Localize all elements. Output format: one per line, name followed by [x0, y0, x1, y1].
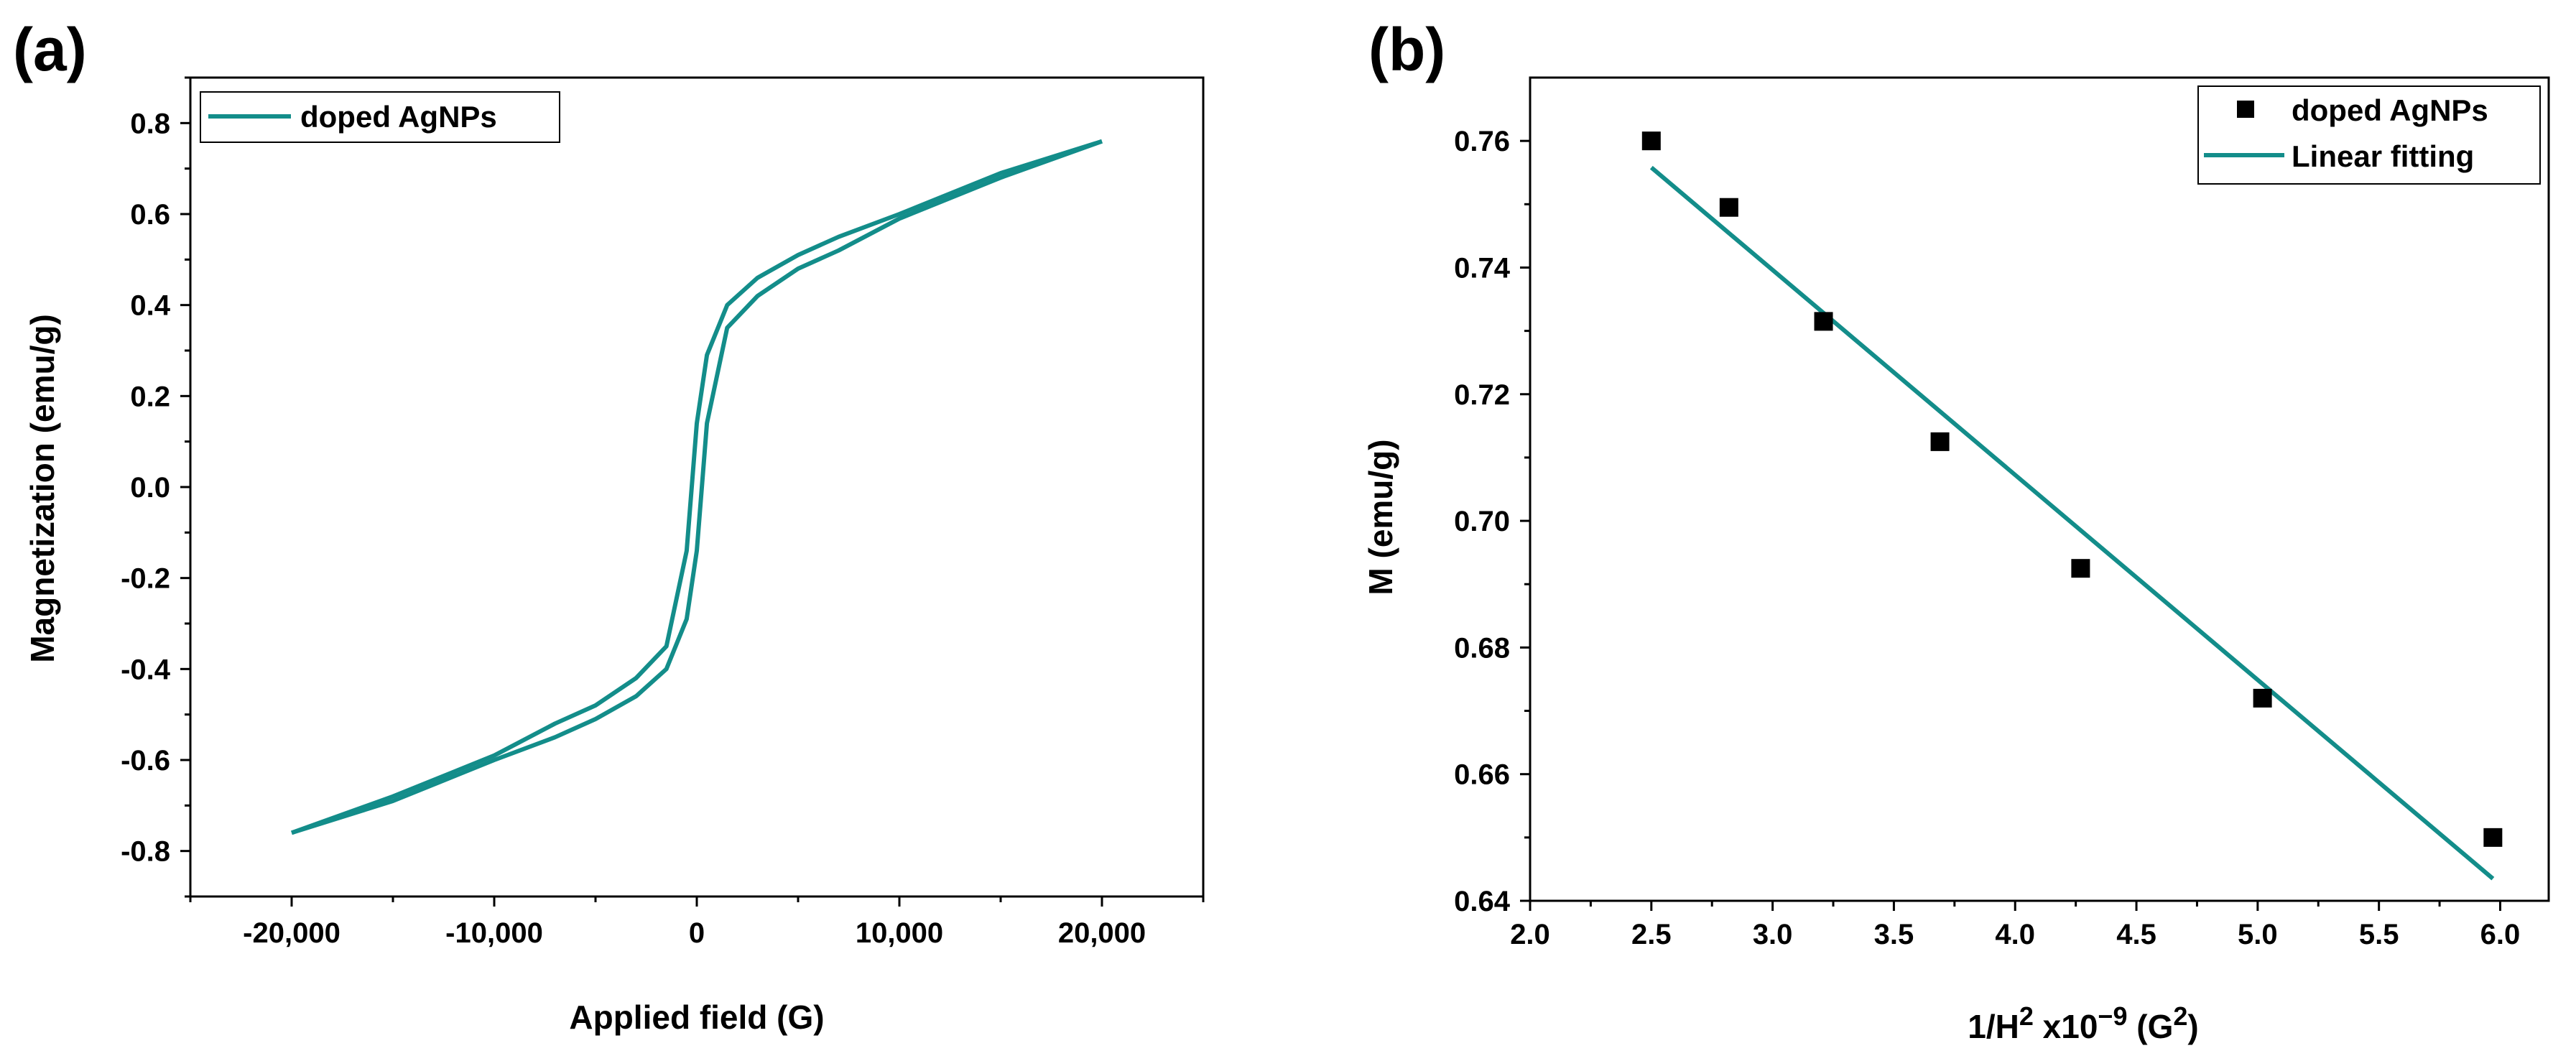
- panel-b-y-tick-label: 0.76: [1454, 126, 1510, 157]
- panel-b-x-title-part: 1/H: [1968, 1008, 2019, 1045]
- panel-a-x-tick-label: 10,000: [856, 917, 943, 949]
- panel-b-axis-ticks: 2.0 2.5 3.0 3.5 4.0 4.5 5.0 5.5 6.0 0.64 0.66 0.68 0…: [1454, 126, 2520, 950]
- panel-b-x-tick-label: 4.0: [1995, 919, 2035, 950]
- panel-b-y-tick-label: 0.74: [1454, 252, 1511, 284]
- panel-b-plot-area: [1641, 131, 2503, 881]
- panel-a-y-tick-label: 0.2: [130, 381, 170, 412]
- panel-b-data-point: [2253, 688, 2272, 708]
- panel-a-x-axis-title: Applied field (G): [569, 999, 824, 1036]
- panel-a-y-tick-label: 0.8: [130, 108, 170, 139]
- panel-b-x-title-part: x10: [2034, 1008, 2098, 1045]
- panel-b-x-tick-label: 5.0: [2238, 919, 2278, 950]
- panel-b-y-tick-label: 0.68: [1454, 632, 1510, 664]
- panel-b-data-point: [2483, 828, 2503, 847]
- panel-b-legend-marker-swatch: [2237, 101, 2254, 118]
- panel-b-linear-fit-line: [1649, 165, 2495, 881]
- panel-a-legend-label: doped AgNPs: [300, 100, 497, 134]
- panel-a-x-tick-label: 20,000: [1058, 917, 1146, 949]
- panel-a-hysteresis-ascending-branch: [291, 139, 1103, 835]
- panel-b-legend: doped AgNPs Linear fitting: [2197, 85, 2541, 185]
- panel-a-y-tick-label: 0.0: [130, 472, 170, 504]
- panel-a-axis-ticks: -20,000 -10,000 0 10,000 20,000 -0.8 -0.6 -0.4 -…: [121, 76, 1205, 949]
- panel-a-y-tick-label: 0.4: [130, 290, 170, 322]
- panel-a-frame: [189, 76, 1205, 898]
- panel-a-magnetization-hysteresis: (a) Applied field (G) Magnetization (emu…: [13, 16, 1205, 1036]
- panel-a-x-tick-label: 0: [689, 917, 705, 949]
- panel-b-legend-box: [2197, 85, 2541, 185]
- panel-a-hysteresis-descending-branch: [290, 139, 1103, 835]
- panel-b-legend-label-fit: Linear fitting: [2292, 139, 2474, 173]
- panel-b-label: (b): [1368, 16, 1445, 83]
- panel-b-x-title-sup: 2: [2019, 1001, 2034, 1031]
- panel-a-y-axis-title: Magnetization (emu/g): [24, 314, 61, 663]
- panel-b-x-tick-label: 3.5: [1874, 919, 1914, 950]
- panel-b-x-tick-label: 6.0: [2480, 919, 2521, 950]
- panel-a-plot-area: [290, 139, 1103, 835]
- panel-b-y-tick-label: 0.64: [1454, 886, 1511, 917]
- panel-a-legend: doped AgNPs: [200, 91, 560, 143]
- panel-b-x-tick-label: 5.5: [2359, 919, 2399, 950]
- panel-b-data-point: [2071, 559, 2090, 578]
- panel-a-y-tick-label: -0.6: [121, 745, 170, 777]
- panel-b-x-title-sup: 2: [2173, 1001, 2187, 1031]
- panel-b-x-axis-title: 1/H2 x10−9 (G2): [1968, 1001, 2198, 1045]
- panel-a-label: (a): [13, 16, 87, 83]
- panel-b-y-tick-label: 0.70: [1454, 506, 1510, 537]
- panel-b-y-tick-label: 0.66: [1454, 759, 1510, 791]
- panel-a-y-tick-label: 0.6: [130, 199, 170, 231]
- panel-a-y-tick-label: -0.2: [121, 563, 170, 595]
- panel-b-x-title-sup: −9: [2098, 1001, 2127, 1031]
- panel-b-frame: [1529, 76, 2550, 902]
- panel-a-y-tick-label: -0.8: [121, 836, 170, 868]
- panel-b-data-point: [1814, 312, 1833, 331]
- panel-b-y-tick-label: 0.72: [1454, 379, 1510, 411]
- panel-b-data-point: [1719, 198, 1738, 217]
- panel-b-data-point: [1641, 131, 1661, 151]
- panel-b-y-axis-title: M (emu/g): [1362, 439, 1399, 595]
- panel-b-legend-label-points: doped AgNPs: [2292, 93, 2488, 127]
- panel-b-x-tick-label: 3.0: [1753, 919, 1793, 950]
- panel-a-x-tick-label: -10,000: [445, 917, 543, 949]
- panel-b-x-tick-label: 2.0: [1510, 919, 1550, 950]
- panel-a-y-tick-label: -0.4: [121, 654, 171, 685]
- panel-b-x-title-part: ): [2187, 1008, 2198, 1045]
- panel-b-data-point: [1930, 432, 1950, 451]
- panel-b-x-tick-label: 4.5: [2116, 919, 2156, 950]
- panel-b-x-tick-label: 2.5: [1631, 919, 1672, 950]
- panel-a-x-tick-label: -20,000: [243, 917, 340, 949]
- panel-b-linear-fit: (b) 1/H2 x10−9 (G2) M (emu/g) 2.0 2.5 3.0 3…: [1362, 16, 2550, 1045]
- panel-b-x-title-part: (G: [2127, 1008, 2173, 1045]
